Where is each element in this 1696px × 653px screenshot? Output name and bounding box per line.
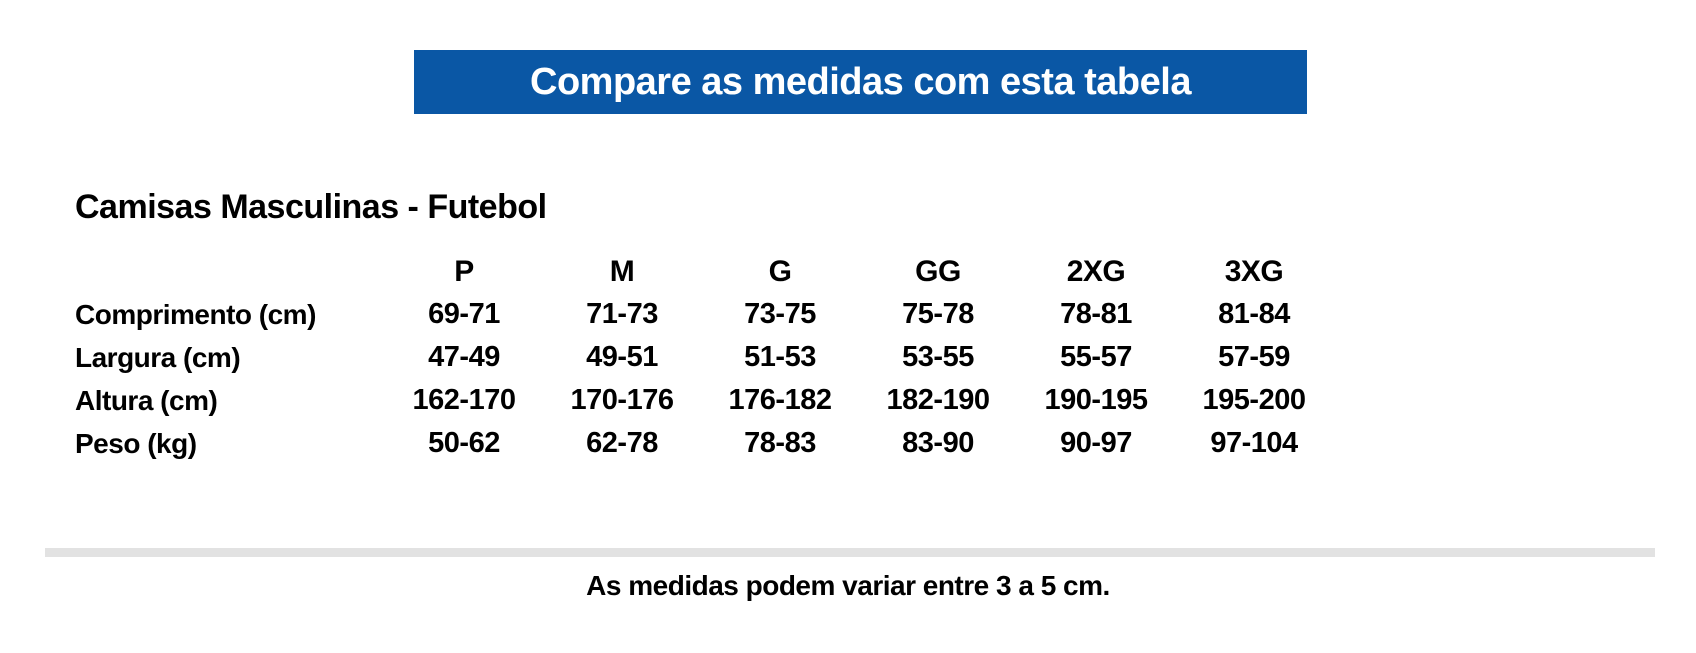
table-cell: 195-200 bbox=[1202, 384, 1306, 416]
column-header-gg: GG bbox=[915, 254, 961, 288]
table-cell: 47-49 bbox=[428, 341, 500, 373]
table-cell: 190-195 bbox=[1044, 384, 1148, 416]
column-header-m: M bbox=[609, 254, 635, 288]
table-cell: 62-78 bbox=[586, 427, 658, 459]
row-label-largura: Largura (cm) bbox=[75, 341, 241, 373]
table-cell: 97-104 bbox=[1210, 427, 1298, 459]
table-cell: 176-182 bbox=[728, 384, 832, 416]
table-cell: 75-78 bbox=[902, 298, 974, 330]
table-cell: 78-83 bbox=[744, 427, 816, 459]
column-header-2xg: 2XG bbox=[1066, 254, 1126, 288]
banner: Compare as medidas com esta tabela bbox=[414, 50, 1307, 114]
table-cell: 71-73 bbox=[586, 298, 658, 330]
table-cell: 57-59 bbox=[1218, 341, 1290, 373]
table-cell: 81-84 bbox=[1218, 298, 1290, 330]
table-cell: 90-97 bbox=[1060, 427, 1132, 459]
table-cell: 83-90 bbox=[902, 427, 974, 459]
table-cell: 78-81 bbox=[1060, 298, 1132, 330]
table-cell: 69-71 bbox=[428, 298, 500, 330]
column-header-p: P bbox=[454, 254, 474, 288]
row-label-altura: Altura (cm) bbox=[75, 384, 218, 416]
table-cell: 73-75 bbox=[744, 298, 816, 330]
size-table: P M G GG 2XG 3XG Comprimento (cm) 69-71 … bbox=[75, 250, 1333, 465]
table-cell: 162-170 bbox=[412, 384, 516, 416]
table-cell: 55-57 bbox=[1060, 341, 1132, 373]
row-label-comprimento: Comprimento (cm) bbox=[75, 298, 316, 330]
column-header-3xg: 3XG bbox=[1224, 254, 1284, 288]
footer-note: As medidas podem variar entre 3 a 5 cm. bbox=[586, 570, 1110, 601]
section-title: Camisas Masculinas - Futebol bbox=[75, 188, 547, 226]
banner-title: Compare as medidas com esta tabela bbox=[530, 60, 1191, 103]
column-header-g: G bbox=[768, 254, 792, 288]
table-cell: 170-176 bbox=[570, 384, 674, 416]
table-cell: 51-53 bbox=[744, 341, 816, 373]
divider bbox=[45, 548, 1655, 557]
row-label-peso: Peso (kg) bbox=[75, 427, 197, 459]
table-cell: 50-62 bbox=[428, 427, 500, 459]
table-cell: 49-51 bbox=[586, 341, 658, 373]
table-cell: 53-55 bbox=[902, 341, 974, 373]
table-cell: 182-190 bbox=[886, 384, 990, 416]
